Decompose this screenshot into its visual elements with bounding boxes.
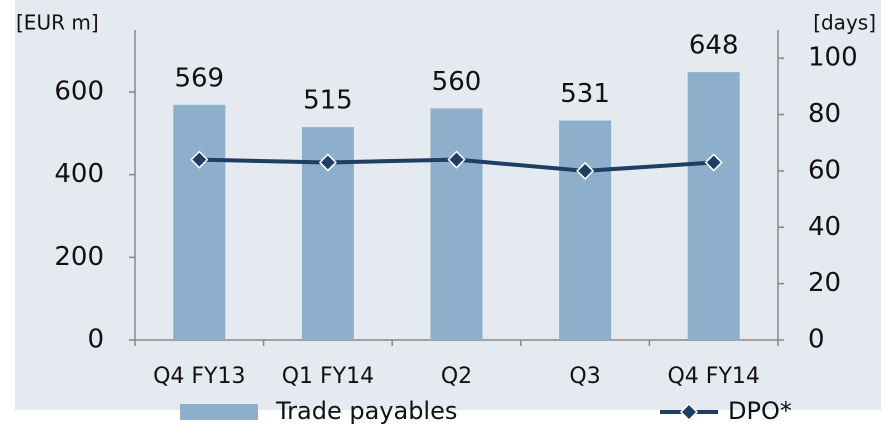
legend-label: DPO* bbox=[728, 397, 792, 425]
value-label: 560 bbox=[432, 67, 482, 97]
bar bbox=[559, 120, 612, 341]
y-tick-label: 600 bbox=[54, 77, 104, 107]
value-label: 648 bbox=[689, 31, 739, 61]
bar bbox=[687, 72, 740, 340]
y2-tick-label: 80 bbox=[808, 99, 841, 129]
y-tick-label: 200 bbox=[54, 242, 104, 272]
y2-axis-label: [days] bbox=[813, 11, 876, 35]
value-label: 531 bbox=[560, 79, 610, 109]
y2-tick-label: 0 bbox=[808, 325, 825, 355]
marker bbox=[576, 161, 595, 180]
x-tick-label: Q2 bbox=[441, 364, 472, 389]
marker bbox=[447, 150, 466, 169]
legend-label: Trade payables bbox=[275, 397, 457, 425]
value-label: 515 bbox=[303, 86, 353, 116]
x-tick-label: Q3 bbox=[569, 364, 600, 389]
y2-tick-label: 60 bbox=[808, 155, 841, 185]
value-label: 569 bbox=[174, 63, 224, 93]
y-axis-label: [EUR m] bbox=[16, 11, 99, 35]
marker bbox=[190, 150, 209, 169]
x-tick-label: Q4 FY14 bbox=[667, 364, 759, 389]
x-tick-label: Q1 FY14 bbox=[282, 364, 374, 389]
legend-swatch bbox=[180, 404, 258, 420]
bar bbox=[430, 108, 483, 341]
marker bbox=[318, 153, 337, 172]
marker bbox=[704, 153, 723, 172]
y2-tick-label: 20 bbox=[808, 268, 841, 298]
y2-tick-label: 40 bbox=[808, 212, 841, 242]
bar bbox=[173, 104, 226, 341]
x-tick-label: Q4 FY13 bbox=[153, 364, 245, 389]
y-tick-label: 400 bbox=[54, 159, 104, 189]
y2-tick-label: 100 bbox=[808, 43, 858, 73]
legend-marker bbox=[679, 402, 699, 422]
y-tick-label: 0 bbox=[87, 325, 104, 355]
